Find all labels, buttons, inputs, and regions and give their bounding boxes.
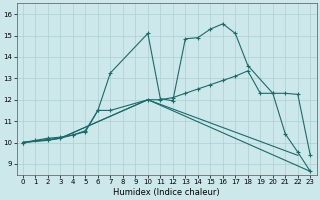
X-axis label: Humidex (Indice chaleur): Humidex (Indice chaleur) [113, 188, 220, 197]
